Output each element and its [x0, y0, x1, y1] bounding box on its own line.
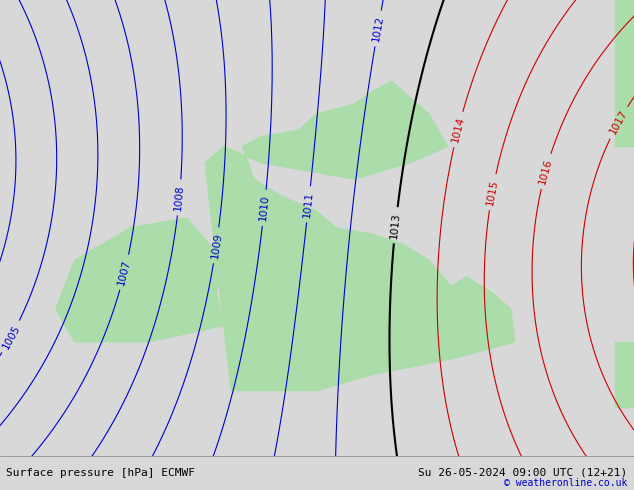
Text: 1016: 1016 [538, 157, 554, 185]
Polygon shape [616, 342, 634, 407]
Text: Su 26-05-2024 09:00 UTC (12+21): Su 26-05-2024 09:00 UTC (12+21) [418, 467, 628, 478]
Text: 1008: 1008 [173, 184, 186, 211]
Text: Surface pressure [hPa] ECMWF: Surface pressure [hPa] ECMWF [6, 467, 195, 478]
Text: 1014: 1014 [450, 116, 466, 144]
Polygon shape [205, 81, 515, 391]
Text: 1015: 1015 [485, 178, 500, 206]
Text: 1005: 1005 [0, 323, 22, 351]
Text: 1012: 1012 [371, 15, 385, 42]
Text: 1007: 1007 [117, 258, 133, 286]
Polygon shape [616, 0, 634, 147]
Text: © weatheronline.co.uk: © weatheronline.co.uk [504, 478, 628, 488]
Text: 1011: 1011 [302, 191, 315, 218]
Text: 1010: 1010 [258, 194, 271, 221]
Polygon shape [56, 218, 224, 342]
Text: 1017: 1017 [607, 108, 629, 136]
Text: 1013: 1013 [389, 212, 402, 239]
Text: 1009: 1009 [209, 232, 223, 259]
